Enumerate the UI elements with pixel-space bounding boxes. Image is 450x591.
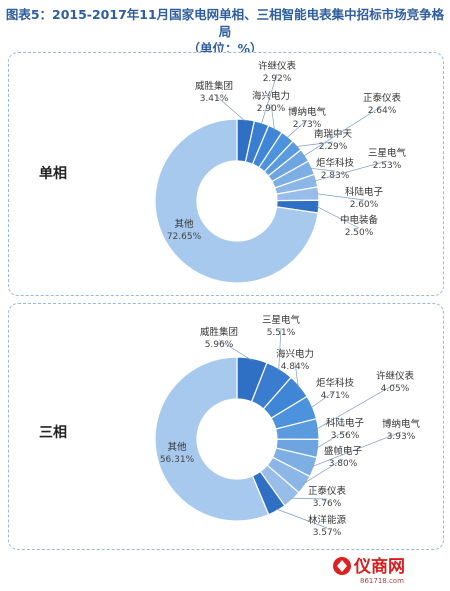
single-phase-slice-value-0: 3.41% (200, 94, 229, 104)
three-phase-slice-label-4: 许继仪表 (376, 370, 415, 382)
three-phase-slice-value-8: 3.76% (313, 499, 342, 509)
three-phase-slice-value-10: 56.31% (160, 455, 195, 465)
three-phase-leader-line-8 (290, 497, 328, 500)
logo-text: 仪商网 (353, 556, 405, 577)
three-phase-slice-value-2: 4.84% (281, 362, 310, 372)
three-phase-slice-value-5: 3.56% (331, 431, 360, 441)
single-phase-slice-label-10: 其他 (174, 218, 194, 230)
single-phase-slice-label-7: 三星电气 (368, 147, 407, 159)
single-phase-leader-line-1 (260, 73, 278, 125)
three-phase-slice-label-7: 盛帧电子 (324, 445, 363, 457)
three-phase-leader-line-1 (278, 327, 282, 371)
three-phase-slice-label-3: 炬华科技 (316, 377, 355, 389)
three-phase-slice-label-1: 三星电气 (262, 314, 301, 326)
single-phase-slice-label-0: 威胜集团 (195, 80, 233, 92)
three-phase-leader-line-0 (218, 339, 253, 361)
three-phase-leader-line-3 (310, 390, 336, 409)
single-phase-slice-value-1: 2.92% (263, 74, 292, 84)
single-phase-slice-label-9: 中电装备 (340, 214, 379, 226)
single-phase-slice-value-4: 2.29% (319, 142, 348, 152)
three-phase-slice-label-0: 威胜集团 (200, 326, 238, 338)
three-phase-slice-label-2: 海兴电力 (276, 348, 314, 360)
three-phase-slice-value-6: 3.93% (387, 432, 416, 442)
single-phase-leader-line-6 (309, 167, 336, 172)
single-phase-slice-label-8: 科陆电子 (345, 186, 384, 198)
three-phase-leader-line-6 (311, 431, 402, 467)
three-phase-leader-line-7 (303, 458, 344, 485)
logo-mark-icon (333, 557, 351, 575)
three-phase-leader-line-4 (316, 383, 396, 430)
single-phase-slice-label-5: 正泰仪表 (363, 92, 402, 104)
chart-title-line1: 图表5：2015-2017年11月国家电网单相、三相智能电表集中招标市场竞争格局 (5, 7, 445, 39)
single-phase-slice-value-2: 2.90% (257, 104, 286, 114)
single-phase-leader-line-3 (286, 119, 308, 139)
single-phase-slice-value-9: 2.50% (345, 228, 374, 238)
single-phase-label: 单相 (39, 166, 67, 182)
single-phase-slice-label-4: 南瑞中天 (314, 128, 353, 140)
three-phase-panel: 三相 威胜集团 5.96% 三星电气 5.51% 海兴电力 4.84% 炬华科技 4.71% 许… (8, 303, 444, 550)
single-phase-panel: 单相 威胜集团 3.41% 许继仪表 2.92% 海兴电力 2.90% 博纳电气 2.73% 南… (8, 52, 444, 296)
three-phase-slice-label-9: 林洋能源 (308, 514, 347, 526)
single-phase-donut-chart: 威胜集团 3.41% 许继仪表 2.92% 海兴电力 2.90% 博纳电气 2.73%南瑞中天… (154, 60, 407, 284)
single-phase-slice-value-5: 2.64% (368, 106, 397, 116)
three-phase-leader-line-5 (316, 430, 346, 449)
three-phase-slice-label-8: 正泰仪表 (308, 485, 347, 497)
three-phase-label: 三相 (39, 425, 67, 441)
three-phase-slice-value-0: 5.96% (205, 340, 234, 350)
three-phase-slice-label-6: 博纳电气 (382, 418, 421, 430)
single-phase-slice-value-7: 2.53% (373, 161, 402, 171)
single-phase-leader-line-8 (316, 193, 365, 201)
single-phase-slice-10 (154, 118, 319, 284)
single-phase-slice-label-1: 许继仪表 (258, 60, 297, 72)
chart-title: 图表5：2015-2017年11月国家电网单相、三相智能电表集中招标市场竞争格局… (0, 6, 450, 57)
single-phase-slice-label-3: 博纳电气 (288, 106, 327, 118)
single-phase-leader-line-7 (314, 160, 388, 182)
single-phase-leader-line-4 (295, 141, 334, 147)
three-phase-slice-label-10: 其他 (167, 441, 187, 453)
three-phase-donut-chart: 威胜集团 5.96% 三星电气 5.51% 海兴电力 4.84% 炬华科技 4.71% 许继仪表… (154, 314, 421, 538)
three-phase-slice-10 (154, 356, 270, 522)
single-phase-slice-value-8: 2.60% (350, 200, 379, 210)
single-phase-slice-label-2: 海兴电力 (252, 90, 290, 102)
single-phase-leader-line-5 (303, 105, 383, 157)
yishangwang-logo: 仪商网 861718.com (333, 556, 405, 585)
three-phase-slice-value-3: 4.71% (321, 391, 350, 401)
three-phase-leader-line-9 (275, 508, 328, 529)
single-phase-leader-line-9 (316, 206, 360, 229)
three-phase-slice-label-5: 科陆电子 (326, 417, 365, 429)
three-phase-slice-value-9: 3.57% (313, 528, 342, 538)
single-phase-slice-value-3: 2.73% (293, 120, 322, 130)
three-phase-slice-value-7: 3.80% (329, 459, 358, 469)
three-phase-leader-line-2 (294, 361, 299, 388)
three-phase-slice-value-1: 5.51% (267, 328, 296, 338)
single-phase-slice-label-6: 炬华科技 (316, 157, 355, 169)
single-phase-leader-line-2 (270, 103, 275, 131)
single-phase-slice-value-6: 2.83% (321, 171, 350, 181)
three-phase-slice-value-4: 4.05% (381, 384, 410, 394)
logo-url: 861718.com (360, 577, 404, 585)
single-phase-leader-line-0 (213, 93, 246, 122)
single-phase-slice-value-10: 72.65% (167, 232, 202, 242)
